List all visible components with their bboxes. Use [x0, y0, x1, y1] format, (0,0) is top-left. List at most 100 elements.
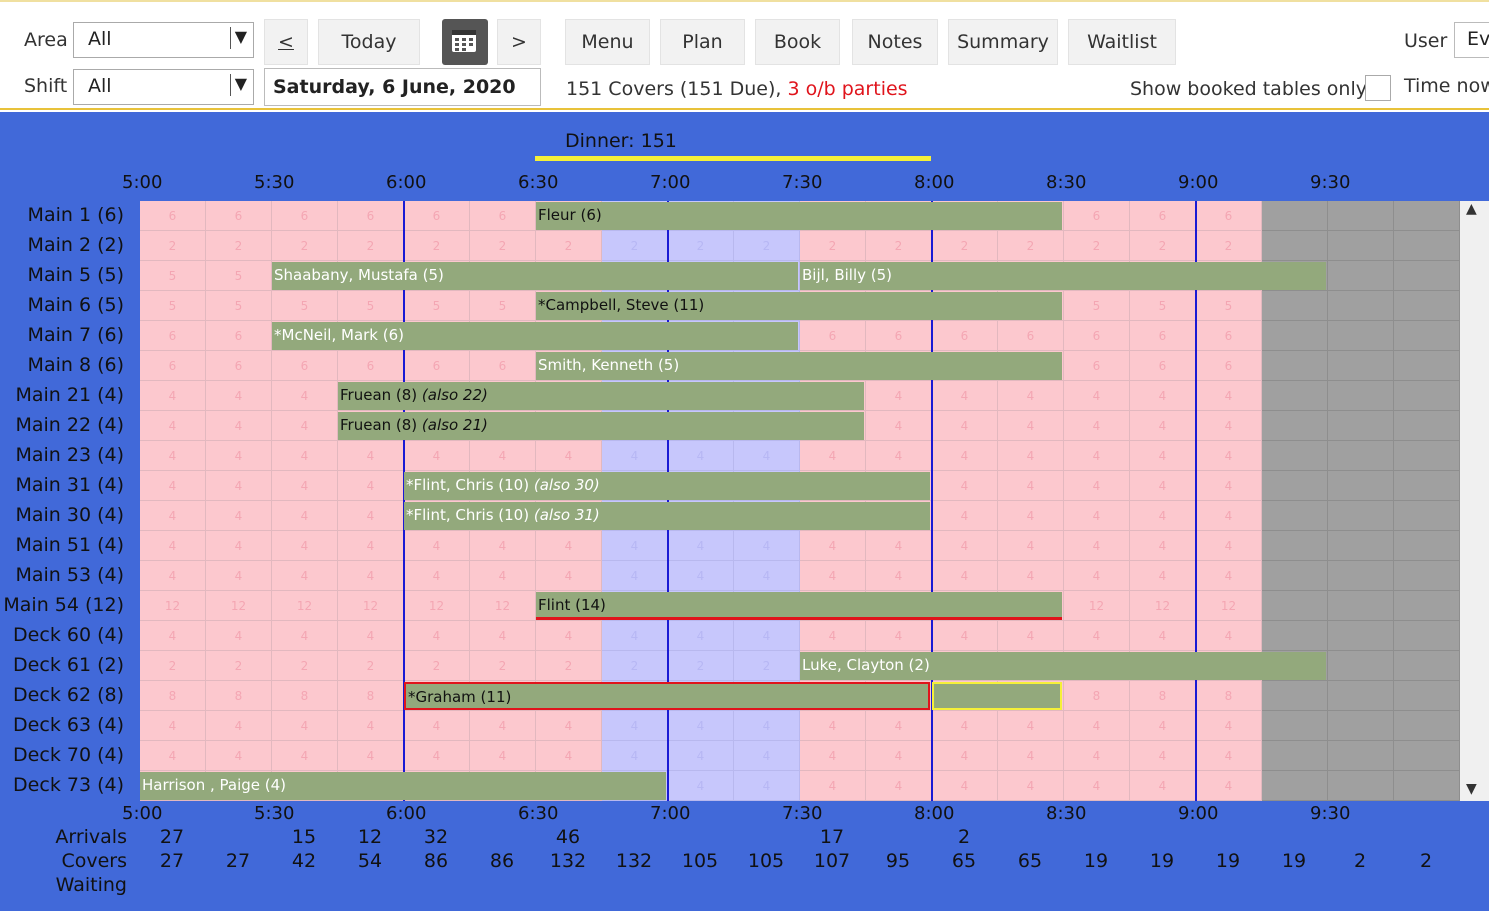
- grid-cell[interactable]: 4: [668, 771, 734, 801]
- grid-cell[interactable]: 4: [734, 741, 800, 771]
- grid-cell[interactable]: [1394, 501, 1460, 531]
- grid-cell[interactable]: 4: [206, 531, 272, 561]
- grid-cell[interactable]: 6: [998, 321, 1064, 351]
- grid-cell[interactable]: [1262, 231, 1328, 261]
- grid-cell[interactable]: [1394, 771, 1460, 801]
- grid-cell[interactable]: [1394, 561, 1460, 591]
- grid-cell[interactable]: 2: [998, 231, 1064, 261]
- grid-cell[interactable]: [1328, 591, 1394, 621]
- area-select[interactable]: All ▼: [73, 22, 254, 58]
- grid-cell[interactable]: 4: [866, 441, 932, 471]
- grid-cell[interactable]: 5: [140, 291, 206, 321]
- grid-cell[interactable]: 4: [470, 711, 536, 741]
- grid-cell[interactable]: 4: [602, 621, 668, 651]
- grid-cell[interactable]: [1394, 531, 1460, 561]
- user-field[interactable]: Ev: [1454, 22, 1489, 58]
- grid-cell[interactable]: 6: [338, 201, 404, 231]
- grid-cell[interactable]: 4: [206, 411, 272, 441]
- grid-cell[interactable]: 4: [800, 531, 866, 561]
- grid-cell[interactable]: [1262, 501, 1328, 531]
- grid-cell[interactable]: 8: [272, 681, 338, 711]
- grid-cell[interactable]: 4: [866, 531, 932, 561]
- grid-cell[interactable]: [1328, 501, 1394, 531]
- grid-cell[interactable]: 4: [470, 531, 536, 561]
- grid-cell[interactable]: 4: [1064, 381, 1130, 411]
- grid-cell[interactable]: 4: [932, 411, 998, 441]
- vertical-scrollbar[interactable]: ▲ ▼: [1460, 201, 1489, 801]
- grid-cell[interactable]: 4: [866, 711, 932, 741]
- grid-cell[interactable]: 2: [140, 231, 206, 261]
- shift-select[interactable]: All ▼: [73, 69, 254, 105]
- calendar-button[interactable]: [442, 19, 488, 65]
- grid-cell[interactable]: 5: [206, 261, 272, 291]
- grid-cell[interactable]: [1328, 261, 1394, 291]
- grid-cell[interactable]: 5: [404, 291, 470, 321]
- grid-cell[interactable]: 6: [1064, 321, 1130, 351]
- grid-cell[interactable]: 4: [272, 381, 338, 411]
- grid-cell[interactable]: 4: [1064, 771, 1130, 801]
- grid-cell[interactable]: 6: [206, 201, 272, 231]
- grid-cell[interactable]: 6: [1130, 201, 1196, 231]
- grid-cell[interactable]: 6: [272, 351, 338, 381]
- grid-cell[interactable]: 4: [140, 741, 206, 771]
- grid-cell[interactable]: [1328, 771, 1394, 801]
- grid-cell[interactable]: 6: [1064, 201, 1130, 231]
- booking-block[interactable]: *Flint, Chris (10) (also 31): [404, 502, 930, 530]
- grid-cell[interactable]: 8: [206, 681, 272, 711]
- grid-cell[interactable]: 5: [206, 291, 272, 321]
- grid-cell[interactable]: 4: [1130, 411, 1196, 441]
- grid-cell[interactable]: 8: [1130, 681, 1196, 711]
- grid-cell[interactable]: 4: [272, 501, 338, 531]
- grid-cell[interactable]: 4: [1064, 561, 1130, 591]
- booking-grid[interactable]: 6666666666666666622222222222222222555555…: [140, 201, 1460, 801]
- grid-cell[interactable]: [1394, 201, 1460, 231]
- grid-cell[interactable]: 4: [734, 531, 800, 561]
- grid-cell[interactable]: 4: [998, 411, 1064, 441]
- grid-cell[interactable]: 6: [1130, 351, 1196, 381]
- grid-cell[interactable]: 2: [1130, 231, 1196, 261]
- grid-cell[interactable]: 4: [998, 441, 1064, 471]
- grid-cell[interactable]: [1328, 291, 1394, 321]
- grid-cell[interactable]: 4: [932, 531, 998, 561]
- grid-cell[interactable]: 4: [206, 621, 272, 651]
- grid-cell[interactable]: [1262, 351, 1328, 381]
- grid-cell[interactable]: 6: [404, 351, 470, 381]
- grid-cell[interactable]: 4: [800, 711, 866, 741]
- grid-cell[interactable]: 4: [734, 711, 800, 741]
- grid-cell[interactable]: 2: [470, 231, 536, 261]
- grid-cell[interactable]: 2: [536, 651, 602, 681]
- grid-cell[interactable]: 4: [734, 771, 800, 801]
- grid-cell[interactable]: 2: [404, 231, 470, 261]
- booking-block[interactable]: Fruean (8) (also 22): [338, 382, 864, 410]
- grid-cell[interactable]: 4: [998, 501, 1064, 531]
- grid-cell[interactable]: 4: [338, 441, 404, 471]
- grid-cell[interactable]: 4: [932, 471, 998, 501]
- grid-cell[interactable]: [1328, 201, 1394, 231]
- grid-cell[interactable]: [1328, 711, 1394, 741]
- grid-cell[interactable]: 2: [668, 651, 734, 681]
- grid-cell[interactable]: [1328, 561, 1394, 591]
- grid-cell[interactable]: 8: [1064, 681, 1130, 711]
- grid-cell[interactable]: [1394, 291, 1460, 321]
- grid-cell[interactable]: 4: [272, 531, 338, 561]
- grid-cell[interactable]: 2: [404, 651, 470, 681]
- grid-cell[interactable]: 4: [668, 711, 734, 741]
- grid-cell[interactable]: [1394, 591, 1460, 621]
- grid-cell[interactable]: 4: [1196, 771, 1262, 801]
- grid-cell[interactable]: 12: [1064, 591, 1130, 621]
- grid-cell[interactable]: 5: [470, 291, 536, 321]
- grid-cell[interactable]: 4: [800, 441, 866, 471]
- date-field[interactable]: Saturday, 6 June, 2020: [264, 68, 541, 106]
- grid-cell[interactable]: 2: [536, 231, 602, 261]
- grid-cell[interactable]: 4: [470, 441, 536, 471]
- grid-cell[interactable]: 4: [140, 711, 206, 741]
- grid-cell[interactable]: [1262, 201, 1328, 231]
- grid-cell[interactable]: 4: [206, 441, 272, 471]
- grid-cell[interactable]: [1328, 351, 1394, 381]
- grid-cell[interactable]: 2: [800, 231, 866, 261]
- grid-cell[interactable]: [1394, 741, 1460, 771]
- grid-cell[interactable]: [1262, 711, 1328, 741]
- grid-cell[interactable]: [1328, 231, 1394, 261]
- grid-cell[interactable]: 4: [536, 561, 602, 591]
- grid-cell[interactable]: 4: [800, 621, 866, 651]
